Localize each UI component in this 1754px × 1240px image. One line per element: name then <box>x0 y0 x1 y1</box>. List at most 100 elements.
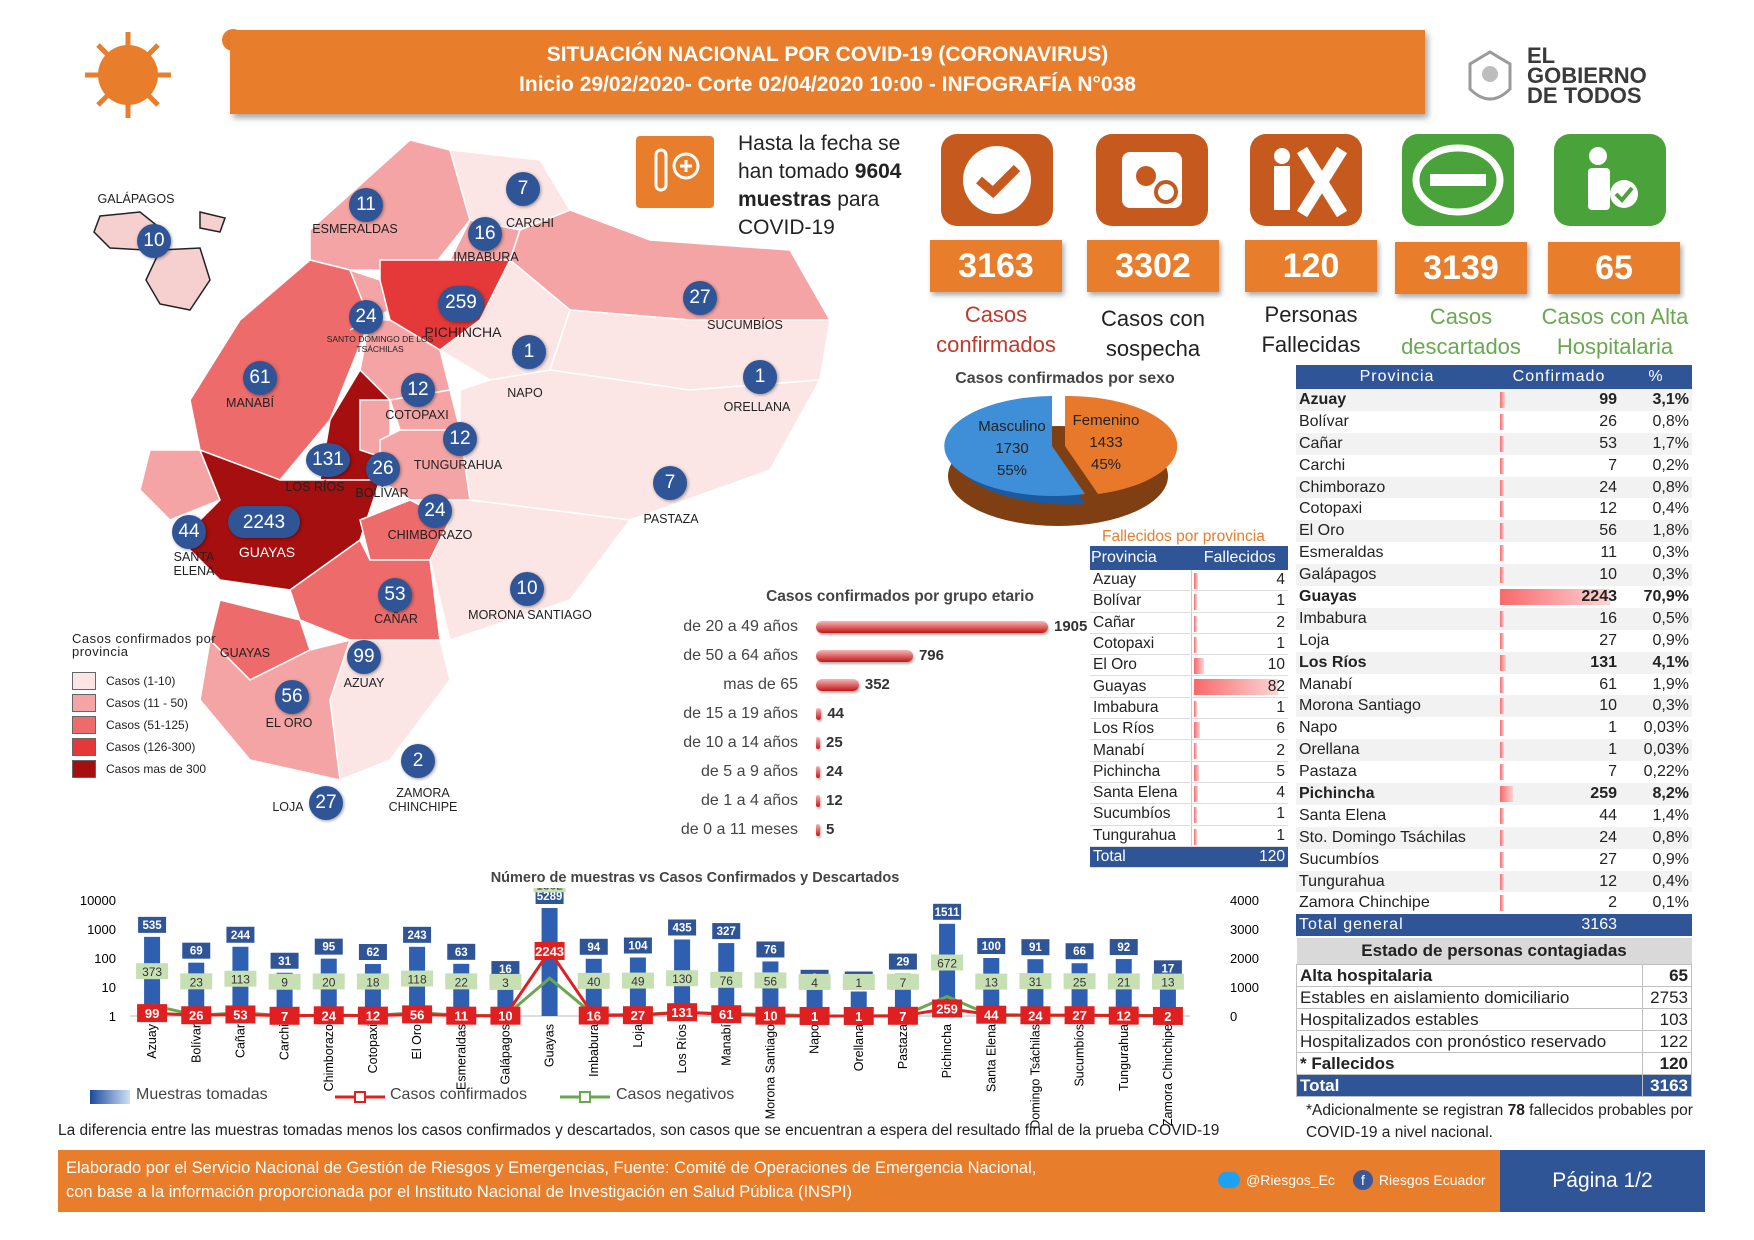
negative-line <box>151 976 1168 1018</box>
province-name: Zamora Chinchipe <box>1299 894 1430 912</box>
deaths-bar <box>1194 785 1199 802</box>
left-axis-tick: 10 <box>102 980 116 995</box>
sex-pie-chart <box>944 396 1178 526</box>
sample-label: 62 <box>367 947 380 959</box>
confirmed-label-bg <box>932 999 963 1018</box>
map-legend: Casos confirmados por provincia Casos (1… <box>72 632 232 780</box>
deaths-label: Personas Fallecidas <box>1261 302 1361 357</box>
sample-label: 63 <box>455 947 468 959</box>
legend-swatch-samples <box>90 1090 130 1104</box>
map-label: CHIMBORAZO <box>387 528 473 542</box>
province-confirmed: 7 <box>1498 455 1620 477</box>
combo-legend: Muestras tomadas Casos confirmados Casos… <box>90 1086 810 1110</box>
province-morona-santiago <box>409 499 632 641</box>
deaths-bar <box>1194 807 1197 824</box>
deaths-bar <box>1194 573 1199 589</box>
confirmed-count: 3163 <box>930 240 1062 292</box>
province-pct: 0,4% <box>1620 870 1692 893</box>
age-bar <box>816 650 913 662</box>
province-confirmed: 2 <box>1498 892 1620 914</box>
map-label: NAPO <box>507 386 543 400</box>
check-icon <box>963 146 1031 214</box>
province-confirmed: 26 <box>1498 411 1620 433</box>
sample-label-bg <box>579 938 608 955</box>
confirmed-label-bg <box>976 1005 1007 1024</box>
province-row: Cañar 53 1,7% <box>1296 432 1692 455</box>
deaths-row: Bolívar 1 <box>1090 590 1288 613</box>
negative-label-bg <box>975 973 1008 990</box>
province-name: Napo <box>1299 719 1338 737</box>
map-bubble: 12 <box>443 422 477 456</box>
map-bubble: 61 <box>243 361 277 395</box>
province-pct: 1,4% <box>1652 806 1689 824</box>
province-row: Azuay 99 3,1% <box>1296 389 1692 411</box>
negative-label-bg <box>224 970 257 987</box>
province-row: Pastaza 7 0,22% <box>1296 761 1692 783</box>
province-row: Guayas 2243 70,9% <box>1296 586 1692 608</box>
deaths-row: Tungurahua 1 <box>1090 825 1288 847</box>
confirmed-label: 1 <box>811 1009 818 1024</box>
deaths-value: 1 <box>1191 803 1288 826</box>
confirmed-label: 27 <box>1072 1008 1086 1023</box>
province-row: Zamora Chinchipe 2 0,1% <box>1296 892 1692 914</box>
confirmed-label-bg <box>755 1006 786 1025</box>
deaths-value: 82 <box>1191 675 1288 698</box>
confirmed-label: 24 <box>322 1008 337 1023</box>
province-name: Galápagos <box>1296 564 1498 587</box>
province-confirmed: 61 <box>1498 674 1620 696</box>
confirmed-label: 44 <box>984 1008 999 1023</box>
negative-label-bg <box>401 970 434 987</box>
sample-label-bg <box>138 916 167 933</box>
deaths-province: Sucumbíos <box>1090 803 1192 826</box>
status-row: Hospitalizados estables 103 <box>1296 1008 1693 1031</box>
status-total-row: Total 3163 <box>1296 1074 1693 1097</box>
twitter-handle[interactable]: @Riesgos_Ec <box>1246 1172 1335 1188</box>
province-bar <box>1500 873 1504 890</box>
negative-label: 113 <box>231 973 250 987</box>
province-pct: 0,9% <box>1652 631 1689 649</box>
confirmed-label: 61 <box>719 1007 733 1022</box>
confirmed-label: 24 <box>1028 1008 1043 1023</box>
age-group-label: de 20 a 49 años <box>683 618 798 635</box>
deaths-row: Imbabura 1 <box>1090 697 1288 720</box>
map-label: EL ORO <box>265 716 313 730</box>
map-bubble: 11 <box>349 188 383 222</box>
sample-label: 435 <box>672 922 692 934</box>
status-row: Alta hospitalaria 65 <box>1296 964 1693 987</box>
confirmed-label-bg <box>887 1006 918 1025</box>
age-value: 25 <box>826 734 843 751</box>
deaths-value: 2 <box>1191 739 1288 762</box>
additional-note: *Adicionalmente se registran 78 fallecid… <box>1306 1102 1693 1141</box>
negative-label: 40 <box>587 975 601 989</box>
province-name: Sto. Domingo Tsáchilas <box>1296 826 1498 849</box>
province-confirmed: 56 <box>1498 520 1620 543</box>
samples-icon <box>636 136 714 208</box>
province-pct: 0,8% <box>1620 826 1692 849</box>
province-row: Cotopaxi 12 0,4% <box>1296 498 1692 520</box>
category-label: Cotopaxi <box>366 1024 380 1073</box>
province-pct: 0,8% <box>1652 412 1689 430</box>
status-row: Hospitalizados con pronóstico reservado 1… <box>1296 1030 1693 1053</box>
province-pct: 0,3% <box>1620 695 1692 718</box>
confirmed-label-bg <box>1108 1006 1139 1025</box>
category-label: Esmeraldas <box>454 1024 468 1090</box>
map-label: LOJA <box>272 800 304 814</box>
facebook-page[interactable]: Riesgos Ecuador <box>1378 1172 1486 1188</box>
province-pct: 3,1% <box>1620 389 1692 411</box>
confirmed-label: 16 <box>587 1009 601 1024</box>
sample-label: 31 <box>278 956 291 968</box>
confirmed-label: 26 <box>189 1008 203 1023</box>
confirmed-label: 7 <box>281 1009 288 1024</box>
negative-label: 13 <box>985 976 999 990</box>
status-value: 120 <box>1641 1052 1693 1075</box>
sample-label: 104 <box>628 941 648 953</box>
province-name: El Oro <box>1296 520 1498 543</box>
sample-label: 243 <box>407 930 426 942</box>
province-row: Imbabura 16 0,5% <box>1296 607 1692 630</box>
age-value: 1905 <box>1054 618 1088 635</box>
age-chart: de 20 a 49 años 1905 de 50 a 64 años 796 mas… <box>640 618 1087 850</box>
deaths-total-row: Total 120 <box>1090 846 1288 869</box>
negative-label: 25 <box>1073 975 1087 989</box>
province-name: Esmeraldas <box>1299 544 1384 562</box>
province-row: Los Ríos 131 4,1% <box>1296 651 1692 674</box>
